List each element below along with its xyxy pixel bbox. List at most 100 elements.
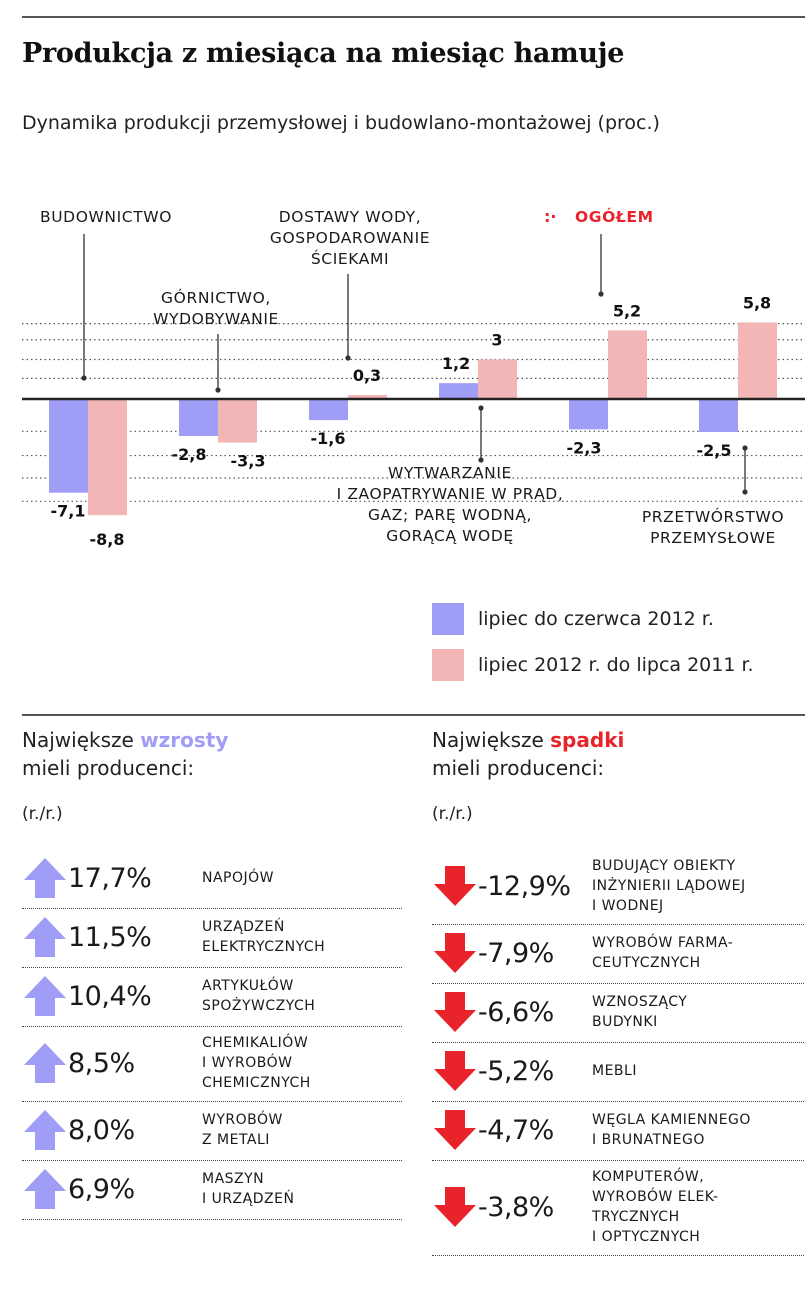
leader-dot [478, 457, 484, 463]
leader-dot [81, 375, 87, 381]
decreases-unit: (r./r.) [432, 804, 473, 824]
decreases-heading-post: mieli producenci: [432, 756, 605, 780]
category-label-2: DOSTAWY WODY, GOSPODAROWANIE ŚCIEKAMI [270, 208, 430, 268]
category-label-4: OGÓŁEM [575, 207, 654, 226]
item-label: MASZYN I URZĄDZEŃ [202, 1171, 295, 1207]
item-value: -7,9% [478, 937, 554, 969]
data-label: -3,3 [231, 452, 266, 471]
increases-unit: (r./r.) [22, 804, 63, 824]
item-label: CHEMIKALIÓW I WYROBÓW CHEMICZNYCH [202, 1035, 311, 1091]
list-item: -4,7% WĘGLA KAMIENNEGO I BRUNATNEGO [432, 1102, 805, 1161]
data-label: -2,5 [697, 441, 732, 460]
bar-monthly-0 [49, 399, 88, 493]
legend-swatch-yearly [432, 649, 464, 681]
item-label: WĘGLA KAMIENNEGO I BRUNATNEGO [592, 1112, 751, 1148]
category-label-1: GÓRNICTWO, WYDOBYWANIE [153, 288, 279, 328]
item-label: MEBLI [592, 1063, 637, 1079]
list-item: 17,7% NAPOJÓW [22, 850, 402, 909]
bar-yearly-5 [738, 322, 777, 399]
increases-list: 17,7% NAPOJÓW 11,5% URZĄDZEŃ ELEKTRYCZNYCH 1… [22, 850, 402, 1220]
list-item: 8,5% CHEMIKALIÓW I WYROBÓW CHEMICZNYCH [22, 1027, 402, 1102]
bar-monthly-4 [569, 399, 608, 430]
arrow-up-icon [22, 915, 68, 959]
highlight-marker-icon: :· [544, 207, 556, 226]
item-label: WZNOSZĄCY BUDYNKI [592, 994, 688, 1030]
data-label: 5,2 [613, 301, 641, 320]
bar-monthly-5 [699, 399, 738, 432]
arrow-down-icon [432, 1185, 478, 1229]
item-label: BUDUJĄCY OBIEKTY INŻYNIERII LĄDOWEJ I WO… [592, 858, 746, 914]
item-value: -4,7% [478, 1114, 554, 1146]
list-item: -6,6% WZNOSZĄCY BUDYNKI [432, 984, 805, 1043]
leader-dot [742, 489, 748, 495]
arrow-down-icon [432, 1108, 478, 1152]
data-label: -2,3 [567, 438, 602, 457]
category-label-5: PRZETWÓRSTWO PRZEMYSŁOWE [642, 507, 784, 547]
top-rule [22, 16, 805, 18]
data-label: 3 [491, 330, 502, 349]
increases-heading-keyword: wzrosty [140, 728, 229, 752]
leader-dot [215, 387, 221, 393]
section-divider [22, 714, 805, 716]
decreases-heading-keyword: spadki [550, 728, 625, 752]
list-item: 8,0% WYROBÓW Z METALI [22, 1102, 402, 1161]
category-label-3: WYTWARZANIE I ZAOPATRYWANIE W PRĄD, GAZ; P… [337, 464, 564, 545]
leader-dot [478, 405, 484, 411]
increases-heading-post: mieli producenci: [22, 756, 195, 780]
bar-yearly-0 [88, 399, 127, 516]
item-label: WYROBÓW Z METALI [202, 1112, 283, 1148]
item-value: 11,5% [68, 921, 152, 953]
bar-monthly-1 [179, 399, 218, 436]
data-label: 1,2 [442, 354, 470, 373]
decreases-heading: Największe spadki mieli producenci: [432, 726, 805, 782]
bar-yearly-3 [478, 359, 517, 399]
item-label: KOMPUTERÓW, WYROBÓW ELEK- TRYCZNYCH I OP… [592, 1169, 719, 1245]
legend: lipiec do czerwca 2012 r. lipiec 2012 r.… [432, 602, 754, 694]
arrow-up-icon [22, 974, 68, 1018]
bar-monthly-3 [439, 383, 478, 399]
arrow-up-icon [22, 856, 68, 900]
increases-panel: Największe wzrosty mieli producenci: (r.… [22, 726, 402, 1220]
leader-dot [742, 445, 748, 451]
legend-label-yearly: lipiec 2012 r. do lipca 2011 r. [478, 654, 754, 676]
item-value: -5,2% [478, 1055, 554, 1087]
bar-chart: -7,1 -2,8 -1,6 1,2 -2,3 -2,5 -8,8 -3,3 0,3 3 5,2 5,… [22, 207, 805, 549]
item-value: 8,5% [68, 1047, 135, 1079]
arrow-up-icon [22, 1167, 68, 1211]
increases-heading-pre: Największe [22, 728, 141, 752]
category-label-0: BUDOWNICTWO [40, 208, 172, 226]
item-value: 17,7% [68, 862, 152, 894]
list-item: 6,9% MASZYN I URZĄDZEŃ [22, 1161, 402, 1220]
data-label: 0,3 [353, 366, 381, 385]
chart-subtitle: Dynamika produkcji przemysłowej i budowl… [22, 112, 660, 134]
item-label: URZĄDZEŃ ELEKTRYCZNYCH [202, 919, 326, 955]
decreases-panel: Największe spadki mieli producenci: (r./… [432, 726, 805, 1256]
arrow-down-icon [432, 864, 478, 908]
list-item: 10,4% ARTYKUŁÓW SPOŻYWCZYCH [22, 968, 402, 1027]
decreases-heading-pre: Największe [432, 728, 551, 752]
item-value: -12,9% [478, 870, 571, 902]
arrow-down-icon [432, 1049, 478, 1093]
item-label: NAPOJÓW [202, 870, 275, 886]
item-label: ARTYKUŁÓW SPOŻYWCZYCH [202, 978, 316, 1014]
arrow-up-icon [22, 1041, 68, 1085]
bar-yearly-2 [348, 395, 387, 399]
bar-monthly-2 [309, 399, 348, 421]
arrow-down-icon [432, 990, 478, 1034]
increases-heading: Największe wzrosty mieli producenci: [22, 726, 402, 782]
item-value: 8,0% [68, 1114, 135, 1146]
item-label: WYROBÓW FARMA- CEUTYCZNYCH [592, 935, 734, 971]
legend-label-monthly: lipiec do czerwca 2012 r. [478, 608, 714, 630]
data-label: -1,6 [311, 429, 346, 448]
page-title: Produkcja z miesiąca na miesiąc hamuje [22, 38, 625, 69]
data-label: -7,1 [51, 502, 86, 521]
data-label: -8,8 [90, 530, 125, 549]
leader-dot [598, 291, 604, 297]
list-item: 11,5% URZĄDZEŃ ELEKTRYCZNYCH [22, 909, 402, 968]
list-item: -5,2% MEBLI [432, 1043, 805, 1102]
decreases-list: -12,9% BUDUJĄCY OBIEKTY INŻYNIERII LĄDOWE… [432, 850, 805, 1256]
item-value: 6,9% [68, 1173, 135, 1205]
item-value: -6,6% [478, 996, 554, 1028]
list-item: -12,9% BUDUJĄCY OBIEKTY INŻYNIERII LĄDOWE… [432, 850, 805, 925]
arrow-up-icon [22, 1108, 68, 1152]
